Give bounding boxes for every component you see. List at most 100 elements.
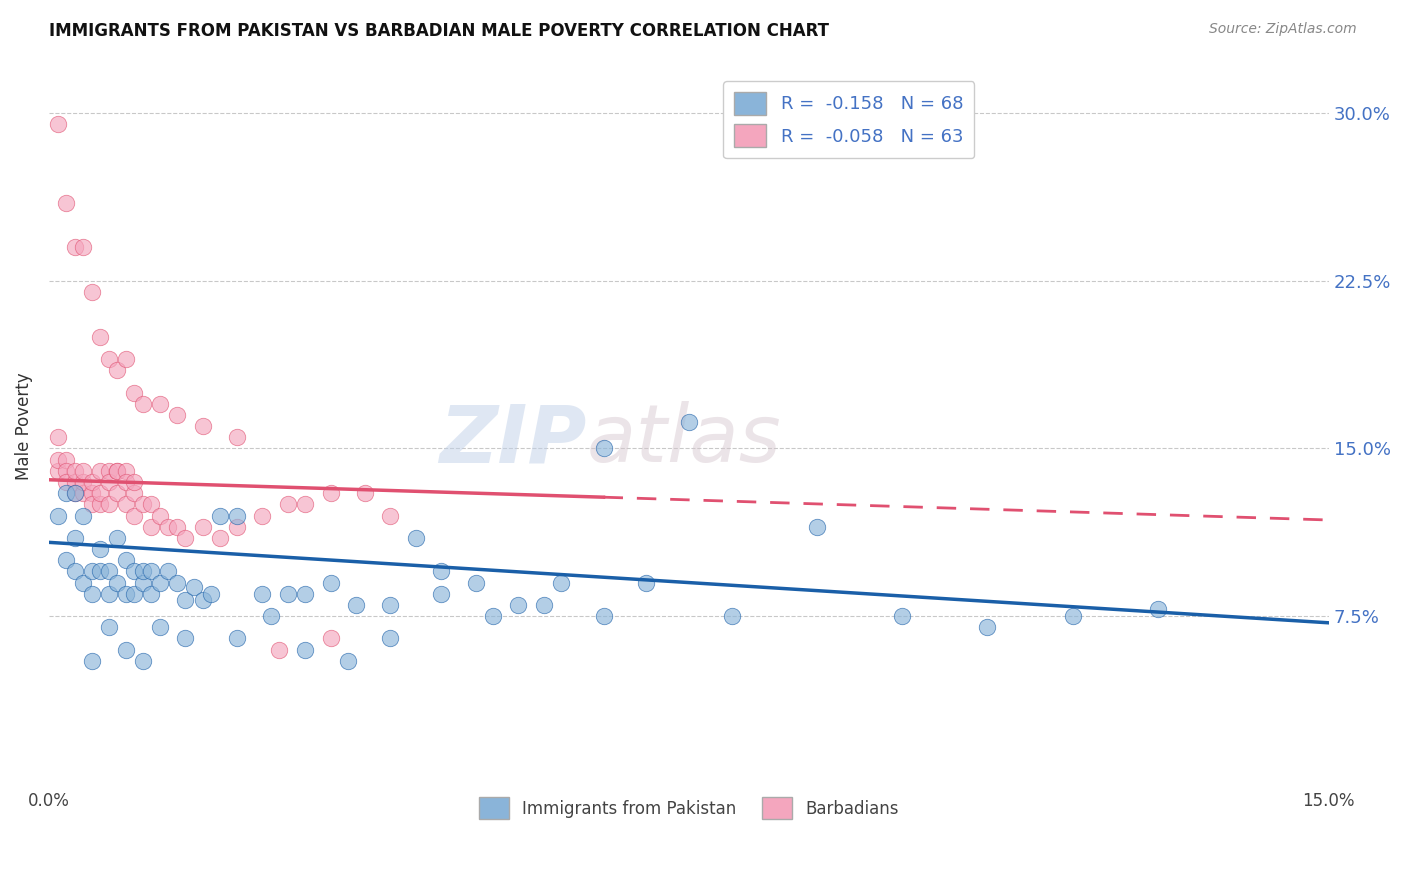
Point xyxy=(720,609,742,624)
Point xyxy=(46,452,69,467)
Point xyxy=(105,464,128,478)
Legend: Immigrants from Pakistan, Barbadians: Immigrants from Pakistan, Barbadians xyxy=(472,790,905,825)
Point xyxy=(55,553,77,567)
Point xyxy=(200,587,222,601)
Point xyxy=(63,531,86,545)
Point xyxy=(80,486,103,500)
Point xyxy=(97,497,120,511)
Point xyxy=(97,352,120,367)
Point xyxy=(97,475,120,489)
Point xyxy=(149,397,172,411)
Point xyxy=(183,580,205,594)
Point xyxy=(141,497,163,511)
Point xyxy=(114,553,136,567)
Point xyxy=(105,575,128,590)
Point xyxy=(46,464,69,478)
Point xyxy=(166,575,188,590)
Point xyxy=(380,598,402,612)
Text: atlas: atlas xyxy=(586,401,782,479)
Point xyxy=(80,497,103,511)
Point xyxy=(55,475,77,489)
Point xyxy=(149,620,172,634)
Point xyxy=(166,408,188,422)
Point xyxy=(592,609,614,624)
Point xyxy=(89,542,111,557)
Point xyxy=(132,575,155,590)
Point xyxy=(132,497,155,511)
Point xyxy=(191,419,214,434)
Point xyxy=(405,531,427,545)
Point xyxy=(97,464,120,478)
Point xyxy=(114,587,136,601)
Point xyxy=(114,352,136,367)
Point xyxy=(114,464,136,478)
Point xyxy=(294,642,316,657)
Point xyxy=(132,565,155,579)
Point xyxy=(141,519,163,533)
Point xyxy=(174,531,197,545)
Point xyxy=(72,575,94,590)
Point xyxy=(97,620,120,634)
Point xyxy=(174,632,197,646)
Point xyxy=(277,497,299,511)
Point xyxy=(430,565,453,579)
Point xyxy=(678,415,700,429)
Point xyxy=(132,654,155,668)
Point xyxy=(380,508,402,523)
Point xyxy=(55,452,77,467)
Point xyxy=(191,593,214,607)
Text: ZIP: ZIP xyxy=(439,401,586,479)
Point xyxy=(225,519,247,533)
Point xyxy=(149,508,172,523)
Point xyxy=(63,486,86,500)
Point xyxy=(105,486,128,500)
Point xyxy=(157,565,180,579)
Point xyxy=(46,117,69,131)
Point xyxy=(105,363,128,377)
Point xyxy=(89,565,111,579)
Point xyxy=(55,195,77,210)
Point xyxy=(1147,602,1170,616)
Point xyxy=(80,565,103,579)
Point xyxy=(464,575,486,590)
Point xyxy=(319,486,342,500)
Point xyxy=(72,475,94,489)
Point xyxy=(806,519,828,533)
Point xyxy=(55,486,77,500)
Point xyxy=(89,464,111,478)
Point xyxy=(508,598,530,612)
Point xyxy=(114,497,136,511)
Point xyxy=(166,519,188,533)
Point xyxy=(252,587,274,601)
Point xyxy=(72,486,94,500)
Point xyxy=(157,519,180,533)
Point xyxy=(533,598,555,612)
Point xyxy=(89,497,111,511)
Point xyxy=(277,587,299,601)
Point xyxy=(294,587,316,601)
Point xyxy=(97,565,120,579)
Point xyxy=(97,587,120,601)
Point xyxy=(550,575,572,590)
Point xyxy=(114,475,136,489)
Text: Source: ZipAtlas.com: Source: ZipAtlas.com xyxy=(1209,22,1357,37)
Point xyxy=(174,593,197,607)
Point xyxy=(80,285,103,299)
Point xyxy=(72,464,94,478)
Point xyxy=(63,240,86,254)
Point xyxy=(336,654,359,668)
Point xyxy=(141,565,163,579)
Point xyxy=(63,565,86,579)
Point xyxy=(225,430,247,444)
Point xyxy=(319,575,342,590)
Point xyxy=(252,508,274,523)
Point xyxy=(124,565,146,579)
Point xyxy=(132,397,155,411)
Point xyxy=(1062,609,1084,624)
Point xyxy=(89,329,111,343)
Point xyxy=(430,587,453,601)
Point xyxy=(46,430,69,444)
Point xyxy=(225,508,247,523)
Point xyxy=(380,632,402,646)
Point xyxy=(269,642,291,657)
